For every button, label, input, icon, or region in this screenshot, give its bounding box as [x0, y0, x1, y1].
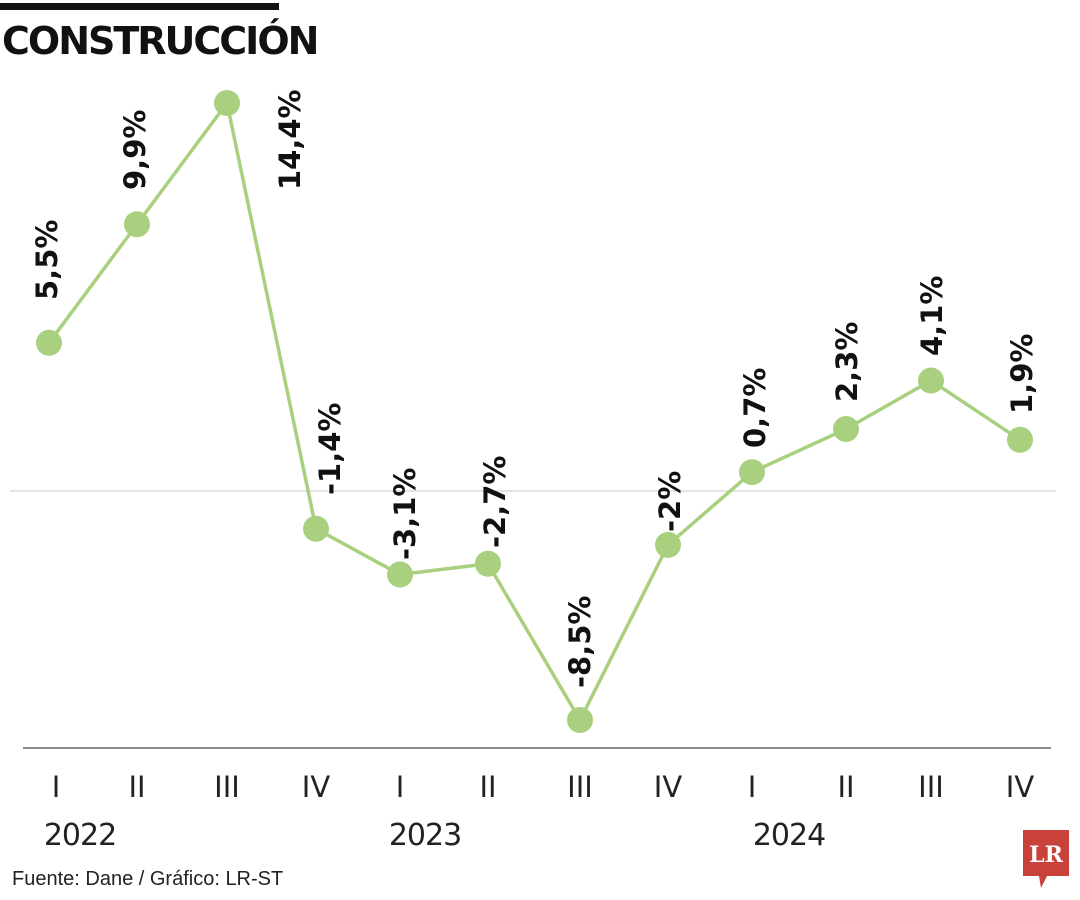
- data-points: [36, 90, 1033, 734]
- data-label-5: -3,1%: [388, 468, 422, 560]
- data-label-4: -1,4%: [313, 403, 347, 495]
- x-tick-label-1: I: [52, 770, 61, 804]
- data-label-3: 14,4%: [273, 89, 307, 190]
- year-label-2023: 2023: [389, 818, 461, 853]
- data-point-10: [833, 416, 859, 443]
- data-point-6: [475, 550, 501, 577]
- data-point-11: [918, 367, 944, 394]
- data-point-9: [739, 459, 765, 486]
- data-point-7: [567, 707, 593, 734]
- data-label-12: 1,9%: [1005, 334, 1039, 414]
- page-title: CONSTRUCCIÓN: [2, 19, 319, 63]
- lr-logo: LR: [1023, 830, 1069, 888]
- source-note: Fuente: Dane / Gráfico: LR-ST: [12, 868, 284, 890]
- svg-text:LR: LR: [1029, 842, 1063, 868]
- year-label-2024: 2024: [753, 818, 825, 853]
- x-tick-label-8: IV: [654, 770, 683, 804]
- x-tick-label-2: II: [128, 770, 145, 804]
- series-line: [47, 101, 1021, 722]
- x-tick-label-5: I: [396, 770, 405, 804]
- data-label-2: 9,9%: [118, 110, 152, 190]
- top-rule: [0, 3, 279, 10]
- data-point-4: [303, 515, 329, 542]
- x-tick-label-7: III: [567, 770, 593, 804]
- data-label-6: -2,7%: [478, 456, 512, 548]
- x-tick-label-10: II: [837, 770, 854, 804]
- data-point-5: [387, 561, 413, 588]
- x-tick-label-11: III: [918, 770, 944, 804]
- x-tick-label-6: II: [479, 770, 496, 804]
- data-label-9: 0,7%: [738, 368, 772, 448]
- data-label-7: -8,5%: [563, 596, 597, 688]
- x-tick-label-9: I: [748, 770, 757, 804]
- data-point-8: [655, 531, 681, 558]
- x-tick-label-12: IV: [1006, 770, 1035, 804]
- x-tick-label-3: III: [214, 770, 240, 804]
- data-label-10: 2,3%: [830, 322, 864, 402]
- data-point-3: [214, 90, 240, 116]
- year-label-2022: 2022: [44, 818, 116, 853]
- data-point-12: [1007, 426, 1033, 453]
- data-label-11: 4,1%: [915, 276, 949, 356]
- data-label-1: 5,5%: [30, 220, 64, 300]
- x-tick-label-4: IV: [302, 770, 331, 804]
- data-point-1: [36, 329, 62, 356]
- data-labels: 5,5% 9,9% 14,4% -1,4% -3,1% -2,7% -8,5% -2% 0,7%…: [30, 89, 1039, 688]
- data-label-8: -2%: [653, 471, 687, 532]
- data-point-2: [124, 211, 150, 238]
- x-axis-year-labels: 2022 2023 2024: [44, 818, 826, 853]
- x-axis-tick-labels: I II III IV I II III IV I II III IV: [52, 770, 1035, 804]
